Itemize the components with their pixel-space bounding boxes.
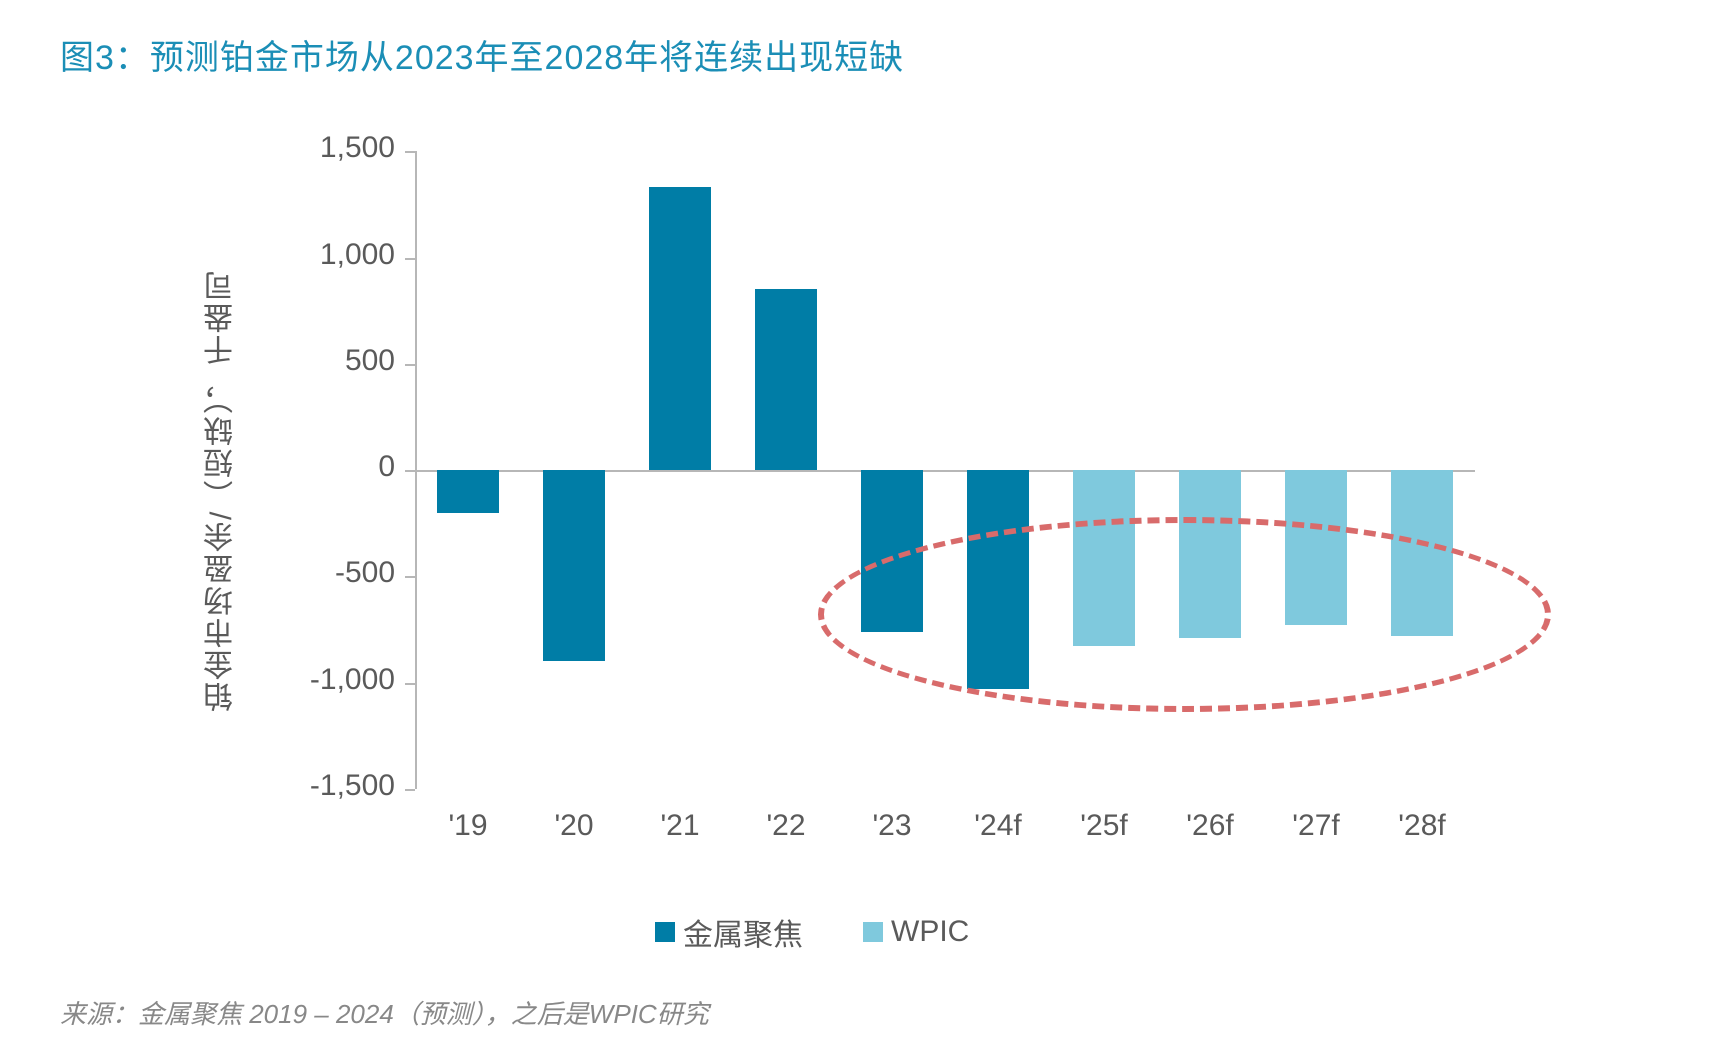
chart-source: 来源：金属聚焦 2019 – 2024（预测），之后是WPIC研究 bbox=[60, 994, 709, 1031]
y-tick-label: -1,500 bbox=[275, 769, 395, 803]
bar bbox=[543, 470, 604, 661]
y-tick-label: -1,000 bbox=[275, 663, 395, 697]
y-tick-mark bbox=[405, 258, 415, 260]
x-tick-label: '21 bbox=[627, 809, 733, 843]
y-tick-label: 0 bbox=[275, 450, 395, 484]
x-tick-label: '28f bbox=[1369, 809, 1475, 843]
y-tick-mark bbox=[405, 576, 415, 578]
x-tick-label: '25f bbox=[1051, 809, 1157, 843]
x-tick-label: '27f bbox=[1263, 809, 1369, 843]
x-tick-label: '24f bbox=[945, 809, 1051, 843]
y-tick-mark bbox=[405, 470, 415, 472]
figure-container: 图3：预测铂金市场从2023年至2028年将连续出现短缺 铂金市场盈余/（短缺）… bbox=[0, 0, 1716, 1061]
y-tick-mark bbox=[405, 683, 415, 685]
y-tick-label: 500 bbox=[275, 344, 395, 378]
chart-plot-area: -1,500-1,000-50005001,0001,500'19'20'21'… bbox=[415, 130, 1475, 810]
x-tick-label: '19 bbox=[415, 809, 521, 843]
legend-label: 金属聚焦 bbox=[683, 910, 803, 954]
legend-swatch bbox=[655, 922, 675, 942]
x-tick-label: '23 bbox=[839, 809, 945, 843]
y-tick-mark bbox=[405, 151, 415, 153]
bar bbox=[649, 187, 710, 470]
y-axis-label: 铂金市场盈余/（短缺），千盎司 bbox=[200, 170, 244, 810]
legend-label: WPIC bbox=[891, 915, 969, 949]
x-tick-label: '26f bbox=[1157, 809, 1263, 843]
highlight-ellipse bbox=[818, 517, 1551, 712]
y-tick-label: 1,000 bbox=[275, 238, 395, 272]
y-tick-mark bbox=[405, 364, 415, 366]
legend-item: 金属聚焦 bbox=[655, 910, 803, 954]
x-tick-label: '20 bbox=[521, 809, 627, 843]
bar bbox=[755, 289, 816, 470]
y-tick-label: -500 bbox=[275, 556, 395, 590]
legend-item: WPIC bbox=[863, 915, 969, 949]
chart-legend: 金属聚焦 WPIC bbox=[655, 910, 969, 954]
x-tick-label: '22 bbox=[733, 809, 839, 843]
y-tick-label: 1,500 bbox=[275, 131, 395, 165]
legend-swatch bbox=[863, 922, 883, 942]
bar bbox=[437, 470, 498, 513]
chart-title: 图3：预测铂金市场从2023年至2028年将连续出现短缺 bbox=[60, 30, 904, 79]
y-tick-mark bbox=[405, 789, 415, 791]
